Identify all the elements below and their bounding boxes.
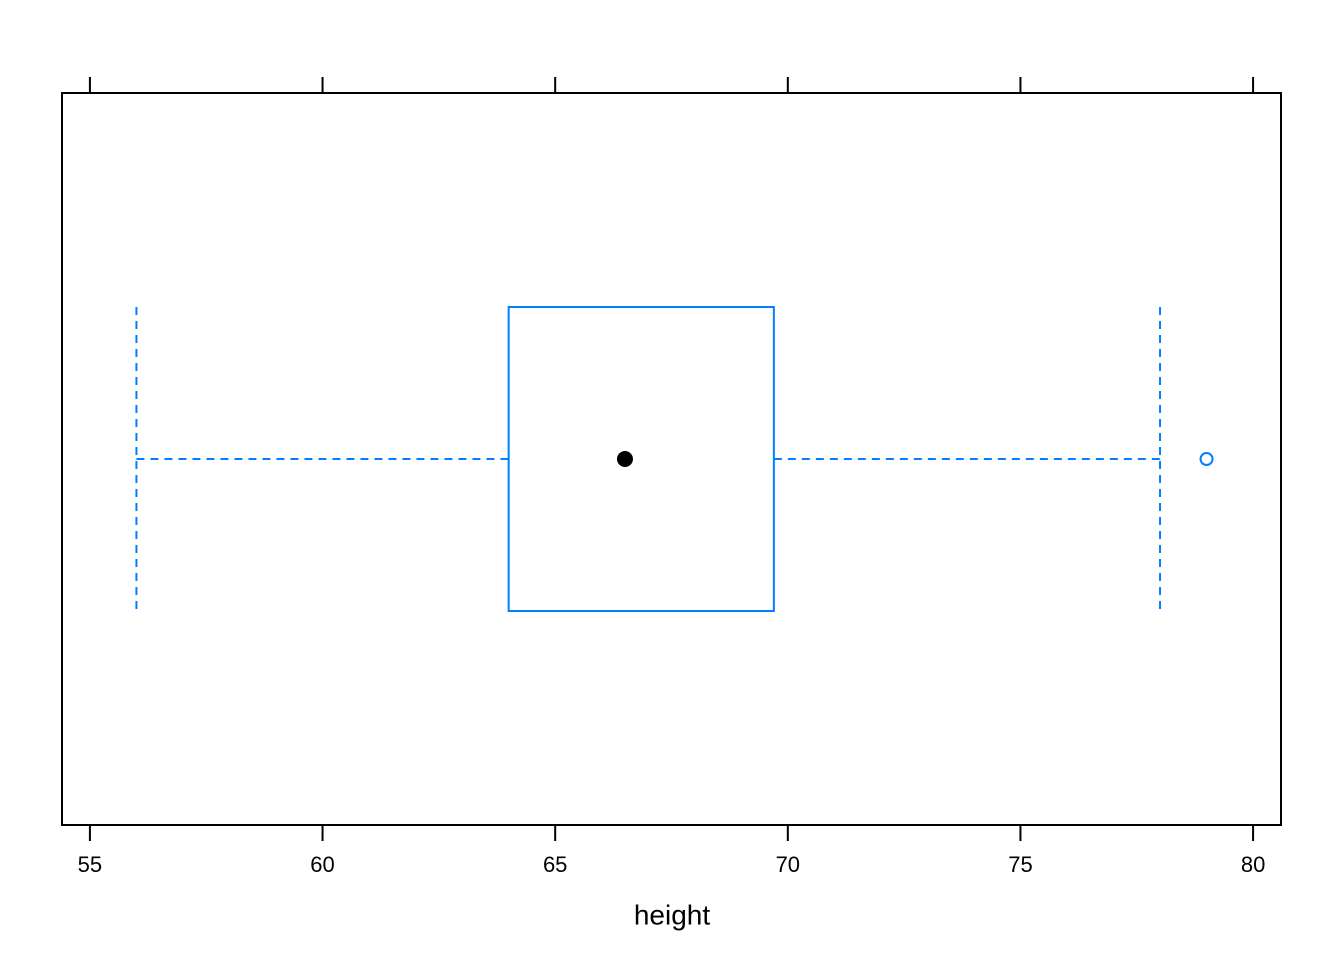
- x-tick-label: 55: [78, 852, 102, 877]
- x-tick-label: 75: [1008, 852, 1032, 877]
- median-dot: [616, 451, 633, 467]
- x-axis-label: height: [634, 899, 711, 930]
- x-tick-label: 65: [543, 852, 567, 877]
- x-tick-label: 70: [776, 852, 800, 877]
- x-tick-label: 60: [310, 852, 334, 877]
- box: [507, 306, 775, 612]
- x-tick-label: 80: [1241, 852, 1265, 877]
- panel-frame: [61, 92, 1282, 826]
- outlier: [1199, 452, 1214, 466]
